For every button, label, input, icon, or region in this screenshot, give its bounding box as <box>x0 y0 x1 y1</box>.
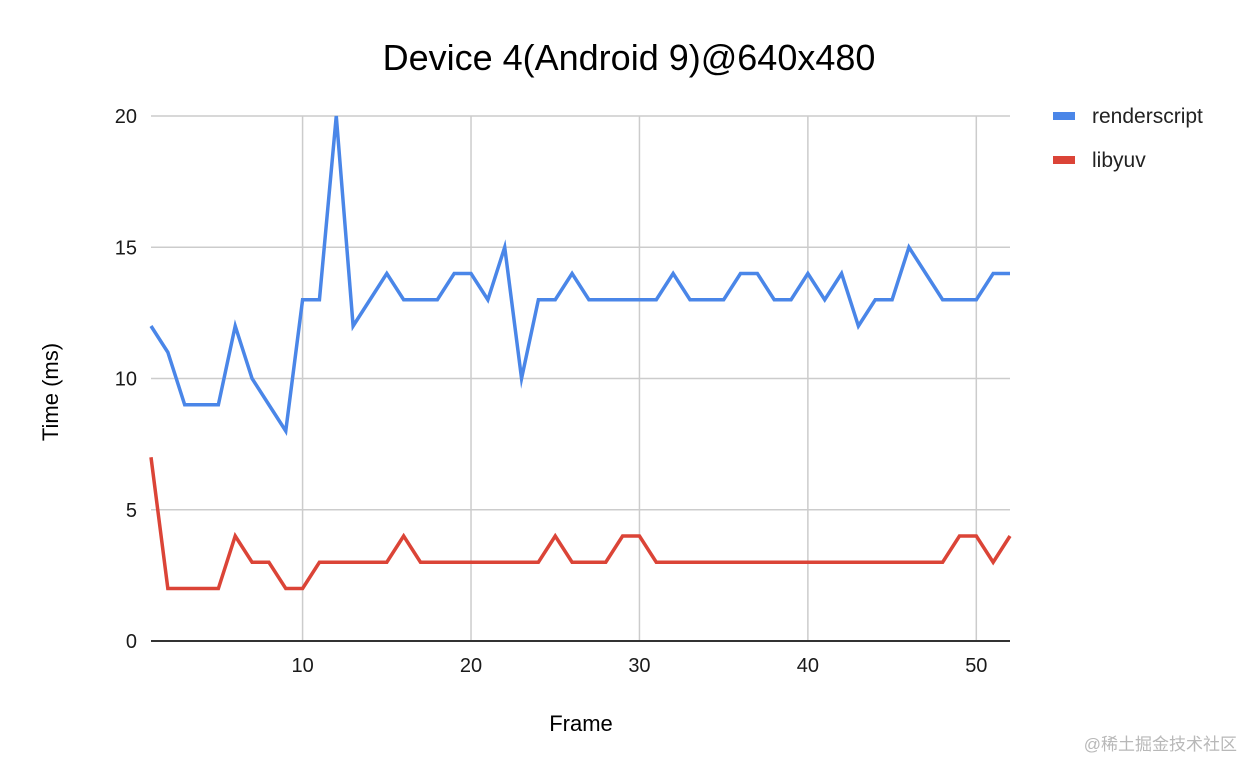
series-line-libyuv <box>149 457 1012 591</box>
y-axis-label: Time (ms) <box>38 343 63 441</box>
series-line-renderscript <box>149 115 1010 436</box>
y-tick-label: 20 <box>115 106 137 128</box>
series-layer <box>149 115 1012 591</box>
legend-swatch-renderscript <box>1053 112 1075 120</box>
x-tick-label: 50 <box>965 655 987 677</box>
x-tick-label: 40 <box>797 655 819 677</box>
y-tick-label: 10 <box>115 369 137 391</box>
legend-label-libyuv: libyuv <box>1092 149 1146 172</box>
x-axis-label: Frame <box>549 711 613 736</box>
x-tick-label: 20 <box>460 655 482 677</box>
y-tick-label: 5 <box>126 500 137 522</box>
x-tick-label: 30 <box>628 655 650 677</box>
legend: renderscript libyuv <box>1053 105 1203 172</box>
y-tick-label: 0 <box>126 631 137 653</box>
watermark: @稀土掘金技术社区 <box>1084 735 1237 754</box>
axes: 0 5 10 15 20 10 20 30 40 50 <box>115 106 1010 677</box>
legend-label-renderscript: renderscript <box>1092 105 1203 128</box>
chart-title: Device 4(Android 9)@640x480 <box>383 37 876 78</box>
y-tick-label: 15 <box>115 237 137 259</box>
x-tick-label: 10 <box>291 655 313 677</box>
legend-swatch-libyuv <box>1053 156 1075 164</box>
